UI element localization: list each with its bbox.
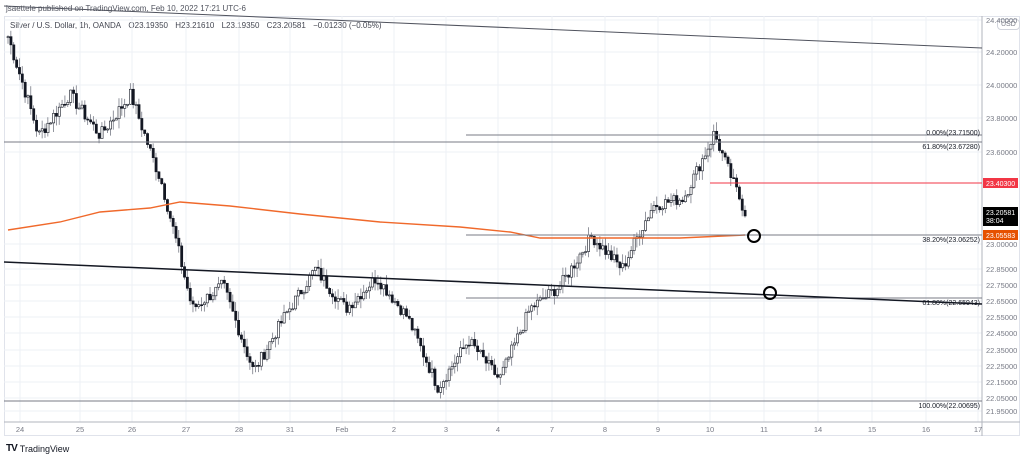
svg-text:100.00%(22.00695): 100.00%(22.00695)	[919, 403, 981, 410]
svg-text:22.05000: 22.05000	[986, 394, 1017, 403]
currency-badge[interactable]: USD	[997, 19, 1020, 30]
svg-text:22.65000: 22.65000	[986, 297, 1017, 306]
svg-text:23.60000: 23.60000	[986, 148, 1017, 157]
svg-text:17: 17	[974, 425, 982, 434]
svg-text:23.20581: 23.20581	[986, 210, 1015, 217]
svg-text:23.80000: 23.80000	[986, 114, 1017, 123]
svg-text:16: 16	[922, 425, 930, 434]
tradingview-logo-text: TradingView	[19, 443, 70, 454]
svg-text:22.55000: 22.55000	[986, 313, 1017, 322]
svg-text:10: 10	[706, 425, 714, 434]
moving-average-line	[7, 201, 746, 239]
published-by-line: jsaettele published on TradingView.com, …	[6, 4, 246, 13]
svg-text:24: 24	[16, 425, 24, 434]
svg-text:4: 4	[496, 425, 500, 434]
svg-text:22.75000: 22.75000	[986, 281, 1017, 290]
svg-text:15: 15	[868, 425, 876, 434]
svg-text:22.15000: 22.15000	[986, 378, 1017, 387]
ohlc-change: −0.01230 (−0.05%)	[313, 21, 382, 30]
tradingview-logo[interactable]: TV TradingView	[6, 443, 69, 454]
time-axis: 24 25 26 27 28 31 Feb 2 3 4 7 8 9 10 11 14 15 16 17	[16, 425, 982, 434]
svg-text:25: 25	[76, 425, 84, 434]
svg-text:22.35000: 22.35000	[986, 346, 1017, 355]
svg-text:61.80%(23.67280): 61.80%(23.67280)	[922, 144, 980, 151]
svg-text:23.40300: 23.40300	[986, 181, 1015, 188]
svg-text:14: 14	[814, 425, 822, 434]
svg-text:38:04: 38:04	[986, 218, 1004, 225]
ohlc-close: C23.20581	[266, 21, 306, 30]
svg-text:11: 11	[760, 425, 768, 434]
svg-text:38.20%(23.06252): 38.20%(23.06252)	[922, 237, 980, 244]
candlestick-series	[6, 30, 747, 399]
svg-text:22.45000: 22.45000	[986, 329, 1017, 338]
svg-text:0.00%(23.71500): 0.00%(23.71500)	[926, 130, 980, 137]
svg-text:31: 31	[286, 425, 294, 434]
chart-frame[interactable]	[4, 16, 1020, 436]
svg-text:23.05583: 23.05583	[986, 233, 1015, 240]
svg-text:61.80%(22.65943): 61.80%(22.65943)	[922, 300, 980, 307]
svg-text:22.25000: 22.25000	[986, 362, 1017, 371]
ohlc-open: O23.19350	[128, 21, 168, 30]
svg-text:24.20000: 24.20000	[986, 48, 1017, 57]
svg-text:7: 7	[550, 425, 554, 434]
svg-text:Feb: Feb	[336, 425, 349, 434]
price-axis: 24.40000 24.20000 24.00000 23.80000 23.60000…	[986, 16, 1017, 416]
svg-text:26: 26	[128, 425, 136, 434]
svg-text:28: 28	[235, 425, 243, 434]
svg-text:9: 9	[656, 425, 660, 434]
fib-levels: 0.00%(23.71500) 61.80%(23.67280) 38.20%(23…	[4, 130, 982, 410]
svg-text:21.95000: 21.95000	[986, 407, 1017, 416]
ohlc-high: H23.21610	[175, 21, 215, 30]
svg-text:24.00000: 24.00000	[986, 81, 1017, 90]
svg-text:3: 3	[444, 425, 448, 434]
symbol-legend: Silver / U.S. Dollar, 1h, OANDA O23.1935…	[10, 21, 387, 30]
trendlines	[3, 5, 983, 305]
tradingview-logo-icon: TV	[6, 443, 18, 454]
svg-text:8: 8	[603, 425, 607, 434]
svg-text:22.85000: 22.85000	[986, 265, 1017, 274]
svg-text:23.00000: 23.00000	[986, 240, 1017, 249]
svg-text:24.40000: 24.40000	[986, 16, 1017, 25]
symbol-title: Silver / U.S. Dollar, 1h, OANDA	[10, 21, 122, 30]
svg-text:2: 2	[392, 425, 396, 434]
ohlc-low: L23.19350	[221, 21, 260, 30]
svg-text:27: 27	[182, 425, 190, 434]
annotation-circles	[747, 229, 777, 300]
